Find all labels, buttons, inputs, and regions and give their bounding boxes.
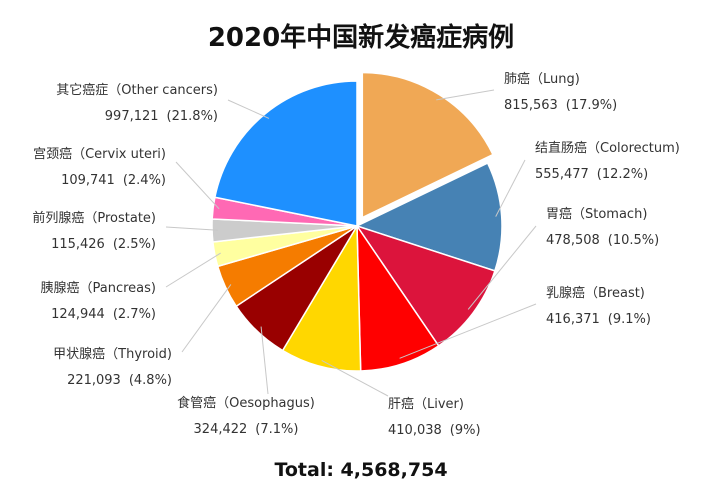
slice-label: 其它癌症（Other cancers) 997,121 (21.8%) [56, 82, 218, 124]
leader-line [399, 303, 537, 359]
leader-line [165, 252, 221, 288]
leader-line [227, 99, 270, 119]
slice-percent: (2.4%) [123, 173, 166, 188]
slice-value: 221,093 [67, 373, 121, 388]
slice-value-label: 109,741 (2.4%) [61, 173, 166, 188]
leader-line [495, 159, 526, 217]
slice-value-label: 555,477 (12.2%) [535, 167, 648, 182]
slice-name-label: 前列腺癌（Prostate) [32, 210, 156, 226]
slice-percent: (9%) [450, 423, 481, 438]
pie-slice-other-cancers [213, 80, 358, 227]
slice-label: 结直肠癌（Colorectum) 555,477 (12.2%) [535, 140, 680, 182]
pie-slice-lung [361, 71, 494, 219]
pie-slice-colorectum [354, 162, 503, 272]
slice-value-label: 324,422 (7.1%) [194, 422, 299, 437]
slice-value: 478,508 [546, 233, 600, 248]
slice-name-label: 肺癌（Lung) [504, 71, 580, 87]
slice-percent: (10.5%) [608, 233, 659, 248]
slice-name-label: 宫颈癌（Cervix uteri) [33, 146, 166, 162]
slice-name-label: 乳腺癌（Breast) [546, 285, 645, 301]
leader-line [181, 284, 232, 353]
pie-slice-breast [356, 223, 440, 372]
pie-slice-liver [281, 223, 362, 372]
slice-name-label: 肝癌（Liver) [388, 396, 464, 412]
slice-percent: (21.8%) [167, 109, 218, 124]
slice-label: 胃癌（Stomach) 478,508 (10.5%) [546, 206, 659, 248]
slice-name-label: 甲状腺癌（Thyroid) [53, 346, 172, 362]
leader-line [260, 326, 269, 395]
slice-value: 115,426 [51, 237, 105, 252]
slice-name-label: 其它癌症（Other cancers) [56, 82, 218, 98]
slice-value-label: 221,093 (4.8%) [67, 373, 172, 388]
slice-label: 乳腺癌（Breast) 416,371 (9.1%) [546, 285, 651, 327]
leader-line [436, 89, 495, 101]
pie-slice-stomach [355, 224, 496, 347]
slice-percent: (17.9%) [566, 98, 617, 113]
leader-line [467, 225, 537, 310]
slice-percent: (4.8%) [129, 373, 172, 388]
slice-percent: (9.1%) [608, 312, 651, 327]
slice-value: 815,563 [504, 98, 558, 113]
slice-value: 997,121 [105, 109, 159, 124]
chart-total: Total: 4,568,754 [274, 459, 447, 481]
slice-label: 肺癌（Lung) 815,563 (17.9%) [504, 71, 617, 113]
slice-value-label: 115,426 (2.5%) [51, 237, 156, 252]
slice-name-label: 食管癌（Oesophagus) [177, 395, 315, 411]
slices-layer [211, 71, 503, 372]
leader-line [175, 161, 220, 210]
slice-percent: (12.2%) [597, 167, 648, 182]
slice-percent: (2.7%) [113, 307, 156, 322]
leader-line [321, 360, 389, 397]
chart-title: 2020年中国新发癌症病例 [208, 22, 514, 53]
slice-value: 109,741 [61, 173, 115, 188]
leader-line [165, 226, 219, 231]
slice-percent: (2.5%) [113, 237, 156, 252]
slice-label: 宫颈癌（Cervix uteri) 109,741 (2.4%) [33, 146, 166, 188]
slice-label: 食管癌（Oesophagus) 324,422 (7.1%) [177, 395, 315, 437]
slice-label: 肝癌（Liver) 410,038 (9%) [388, 396, 481, 438]
slice-name-label: 胃癌（Stomach) [546, 206, 647, 222]
slice-name-label: 胰腺癌（Pancreas) [41, 280, 156, 296]
leader-lines-layer [165, 89, 537, 397]
slice-value-label: 416,371 (9.1%) [546, 312, 651, 327]
labels-layer: 肺癌（Lung) 815,563 (17.9%) 结直肠癌（Colorectum) 55… [32, 71, 680, 438]
slice-name-label: 结直肠癌（Colorectum) [535, 140, 680, 156]
slice-value-label: 478,508 (10.5%) [546, 233, 659, 248]
slice-value: 324,422 [194, 422, 248, 437]
slice-value: 416,371 [546, 312, 600, 327]
slice-value: 555,477 [535, 167, 589, 182]
slice-percent: (7.1%) [255, 422, 298, 437]
slice-value: 124,944 [51, 307, 105, 322]
slice-value-label: 124,944 (2.7%) [51, 307, 156, 322]
slice-value-label: 997,121 (21.8%) [105, 109, 218, 124]
slice-value-label: 815,563 (17.9%) [504, 98, 617, 113]
slice-value-label: 410,038 (9%) [388, 423, 481, 438]
slice-label: 胰腺癌（Pancreas) 124,944 (2.7%) [41, 280, 156, 322]
slice-label: 甲状腺癌（Thyroid) 221,093 (4.8%) [53, 346, 172, 388]
slice-label: 前列腺癌（Prostate) 115,426 (2.5%) [32, 210, 156, 252]
slice-value: 410,038 [388, 423, 442, 438]
